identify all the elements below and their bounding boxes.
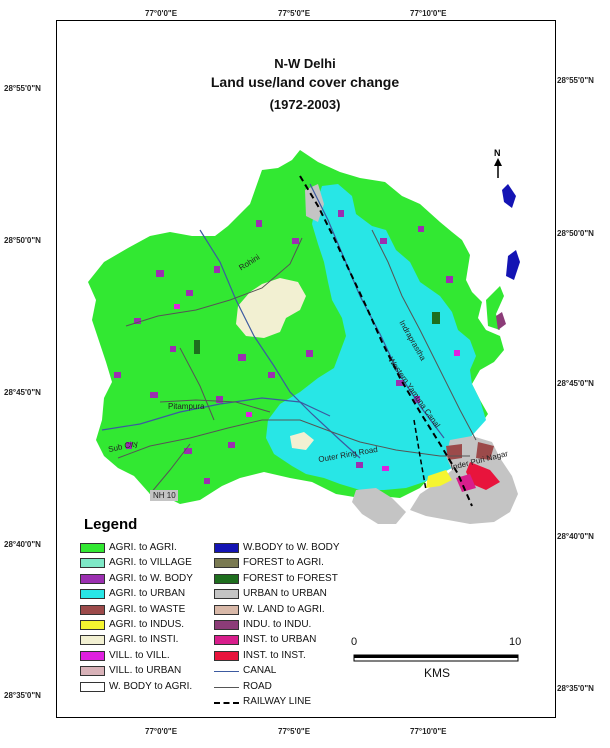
coord-left-2: 28°50'0"N xyxy=(4,236,41,245)
north-label: N xyxy=(494,148,501,158)
scale-end-label: 10 xyxy=(509,636,522,648)
legend-label: INST. to URBAN xyxy=(243,634,317,646)
legend-swatch xyxy=(214,558,239,569)
coord-bottom-2: 77°5'0"E xyxy=(278,727,311,736)
legend-label: VILL. to URBAN xyxy=(109,665,182,677)
legend-swatch xyxy=(80,681,105,692)
region-agri-to-waste xyxy=(476,442,494,460)
legend-label: AGRI. to INDUS. xyxy=(109,619,185,630)
legend-label: AGRI. to INSTI. xyxy=(109,634,179,646)
legend-swatch xyxy=(80,666,105,677)
region-agri-to-insti-2 xyxy=(290,432,314,450)
legend-swatch xyxy=(214,589,239,600)
coord-left-4: 28°40'0"N xyxy=(4,540,41,549)
coord-left-3: 28°45'0"N xyxy=(4,388,41,397)
legend-swatch xyxy=(80,635,105,646)
coord-right-4: 28°40'0"N xyxy=(557,532,594,541)
legend-swatch xyxy=(80,589,105,600)
village-urban-patches xyxy=(174,304,460,471)
region-urban-to-urban-2 xyxy=(352,488,406,524)
region-forest xyxy=(194,340,200,354)
legend-label: RAILWAY LINE xyxy=(243,696,311,707)
label-pitampura: Pitampura xyxy=(168,402,205,411)
coord-bottom-1: 77°0'0"E xyxy=(145,727,178,736)
village-patches xyxy=(114,210,453,484)
label-nh10: NH 10 xyxy=(153,491,176,500)
coord-right-2: 28°50'0"N xyxy=(557,229,594,238)
legend-line-symbol xyxy=(214,686,239,688)
legend-label: FOREST to AGRI. xyxy=(243,557,324,569)
legend-title: Legend xyxy=(84,516,138,533)
legend-swatch xyxy=(80,558,105,569)
railway-line-2 xyxy=(413,419,427,491)
legend-label: W. BODY to AGRI. xyxy=(109,680,193,692)
legend-swatch xyxy=(80,650,105,661)
legend-swatch xyxy=(80,620,105,630)
legend-swatch xyxy=(214,543,239,553)
coord-right-5: 28°35'0"N xyxy=(557,684,594,693)
legend-label: AGRI. to VILLAGE xyxy=(109,557,192,569)
region-wbody-2 xyxy=(506,250,520,280)
legend-label: URBAN to URBAN xyxy=(243,588,327,600)
legend-label: AGRI. to WASTE xyxy=(109,603,186,615)
region-wbody-3 xyxy=(496,312,506,330)
legend-label: INDU. to INDU. xyxy=(243,619,312,630)
legend-swatch xyxy=(80,543,105,553)
map-title-line1: N-W Delhi xyxy=(274,56,336,71)
legend-label: AGRI. to W. BODY xyxy=(109,572,193,584)
coord-left-1: 28°55'0"N xyxy=(4,84,41,93)
legend-label: AGRI. to URBAN xyxy=(109,588,186,600)
legend-swatch xyxy=(214,650,239,661)
legend-label: INST. to INST. xyxy=(243,649,306,661)
region-agri-to-insti xyxy=(236,278,306,338)
north-arrow xyxy=(494,158,502,178)
region-inst-to-inst xyxy=(466,462,500,490)
scale-bar xyxy=(353,654,519,662)
scale-unit-label: KMS xyxy=(424,666,451,680)
legend-line-symbol xyxy=(214,702,239,704)
nh10-label-box xyxy=(150,490,178,501)
region-river-agri xyxy=(486,286,504,330)
legend-swatch xyxy=(214,620,239,630)
region-forest-2 xyxy=(432,312,440,324)
legend-swatch xyxy=(214,604,239,615)
legend-swatch xyxy=(80,573,105,584)
legend-line-symbol xyxy=(214,671,239,673)
legend-label: W. LAND to AGRI. xyxy=(243,603,325,615)
legend-label: AGRI. to AGRI. xyxy=(109,542,177,553)
map-title-line2: Land use/land cover change xyxy=(210,74,400,90)
legend-label: W.BODY to W. BODY xyxy=(243,542,340,553)
legend-swatch xyxy=(80,604,105,615)
coord-right-3: 28°45'0"N xyxy=(557,379,594,388)
coord-top-1: 77°0'0"E xyxy=(145,9,178,18)
road-lines xyxy=(117,229,477,495)
region-agri-to-waste-2 xyxy=(446,444,462,460)
coord-right-1: 28°55'0"N xyxy=(557,76,594,85)
legend-label: FOREST to FOREST xyxy=(243,572,338,584)
legend-label: CANAL xyxy=(243,665,277,677)
coord-top-3: 77°10'0"E xyxy=(410,9,447,18)
legend-swatch xyxy=(214,635,239,646)
map-title-line3: (1972-2003) xyxy=(269,97,341,112)
legend-swatch xyxy=(214,573,239,584)
region-agri-to-indus xyxy=(426,470,452,488)
region-wbody-1 xyxy=(502,184,516,208)
region-agri-to-urban xyxy=(266,184,486,490)
coord-left-5: 28°35'0"N xyxy=(4,691,41,700)
railway-line xyxy=(299,175,473,507)
coord-top-2: 77°5'0"E xyxy=(278,9,311,18)
legend-label: ROAD xyxy=(243,680,272,692)
legend-label: VILL. to VILL. xyxy=(109,649,170,661)
scale-start-label: 0 xyxy=(351,636,358,648)
coord-bottom-3: 77°10'0"E xyxy=(410,727,447,736)
